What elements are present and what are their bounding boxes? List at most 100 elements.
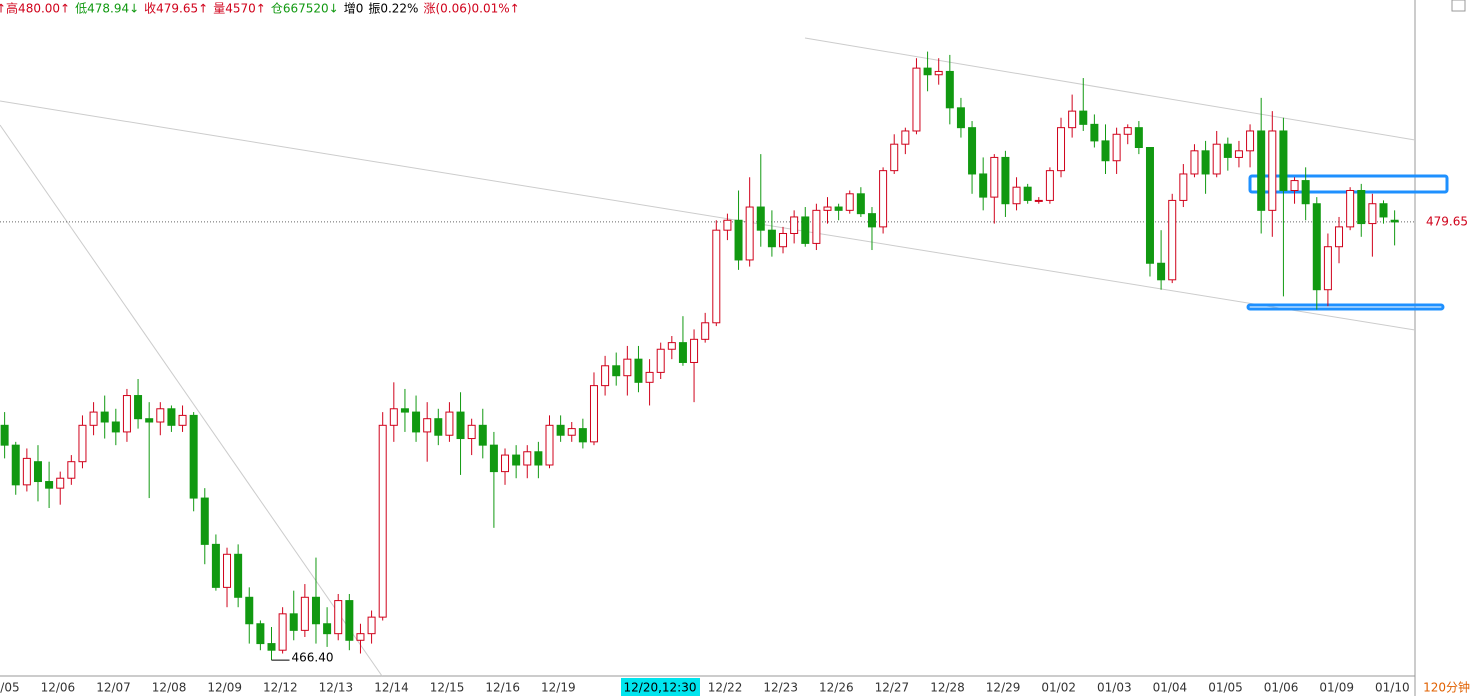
x-tick-label: 01/09 xyxy=(1319,681,1354,695)
candle-body xyxy=(467,424,476,440)
candle-body xyxy=(245,596,254,625)
candle-body xyxy=(45,481,54,489)
x-tick-label: 12/12 xyxy=(263,681,298,695)
candle-body xyxy=(0,424,9,446)
candle-body xyxy=(1134,127,1143,149)
candle-body xyxy=(111,421,120,433)
candle-body xyxy=(1034,199,1043,202)
x-tick-label: 01/05 xyxy=(1208,681,1243,695)
candle-body xyxy=(879,170,888,228)
candle-body xyxy=(545,424,554,466)
candle-body xyxy=(267,643,276,651)
candle-body xyxy=(912,67,921,132)
corner-icon[interactable] xyxy=(1451,0,1466,12)
header-item: 低478.94↓ xyxy=(75,2,139,16)
candle-body xyxy=(979,173,988,198)
candle-body xyxy=(1090,123,1099,142)
candle-body xyxy=(1368,203,1377,225)
header-item: 仓667520↓ xyxy=(271,2,339,16)
candle-body xyxy=(1179,173,1188,201)
candle-body xyxy=(712,229,721,324)
x-tick-label: 12/26 xyxy=(819,681,854,695)
trend-line xyxy=(0,124,383,677)
candle-body xyxy=(934,70,943,76)
candle-body xyxy=(223,553,232,588)
candle-body xyxy=(1112,133,1121,162)
candle-body xyxy=(1268,130,1277,211)
x-tick-label: 12/08 xyxy=(152,681,187,695)
candle-body xyxy=(67,461,76,479)
candle-body xyxy=(256,623,265,645)
x-tick-label: 01/06 xyxy=(1264,681,1299,695)
x-tick-label: 12/14 xyxy=(374,681,409,695)
candle-body xyxy=(667,342,676,350)
candle-body xyxy=(400,408,409,413)
candle-body xyxy=(478,424,487,446)
candle-body xyxy=(1045,170,1054,201)
candle-body xyxy=(1001,156,1010,205)
candle-body xyxy=(1290,180,1299,191)
x-tick-label: 12/09 xyxy=(207,681,242,695)
candle-body xyxy=(1168,199,1177,281)
last-price-label: 479.65 xyxy=(1426,214,1468,228)
x-tick-label: 01/03 xyxy=(1097,681,1132,695)
candle-body xyxy=(901,130,910,145)
header-item: ↑高480.00↑ xyxy=(0,1,70,16)
candle-body xyxy=(211,543,220,588)
candle-body xyxy=(456,411,465,440)
candle-body xyxy=(134,395,143,420)
candle-body xyxy=(790,216,799,234)
candle-body xyxy=(1123,127,1132,135)
candle-body xyxy=(1234,150,1243,158)
candle-body xyxy=(1390,219,1399,223)
candle-body xyxy=(367,616,376,635)
candle-body xyxy=(412,411,421,433)
candle-body xyxy=(845,193,854,211)
candle-body xyxy=(434,418,443,436)
candle-body xyxy=(378,424,387,618)
candle-body xyxy=(1279,130,1288,191)
candle-body xyxy=(323,623,332,635)
x-tick-label: 12/05 xyxy=(0,681,20,695)
candle-body xyxy=(11,444,20,486)
x-tick-label: 12/28 xyxy=(930,681,965,695)
x-tick-label: 12/29 xyxy=(986,681,1021,695)
candle-body xyxy=(512,454,521,466)
candle-body xyxy=(578,428,587,443)
candle-body xyxy=(167,408,176,426)
candle-body xyxy=(690,338,699,363)
candle-body xyxy=(634,358,643,383)
x-tick-label: 12/15 xyxy=(430,681,465,695)
candle-body xyxy=(1212,143,1221,175)
candle-body xyxy=(234,553,243,598)
candle-body xyxy=(1190,150,1199,175)
candle-body xyxy=(156,408,165,423)
box-highlight xyxy=(1246,303,1445,311)
cursor-label: 12/20,12:30 xyxy=(624,681,697,695)
candle-body xyxy=(1301,180,1310,205)
candle-body xyxy=(867,213,876,228)
candle-body xyxy=(1068,110,1077,129)
candle-body xyxy=(1246,130,1255,152)
candle-body xyxy=(756,206,765,231)
candle-body xyxy=(1323,246,1332,291)
candle-body xyxy=(623,358,632,377)
candle-body xyxy=(1023,186,1032,201)
candle-body xyxy=(311,596,320,625)
header-item: 涨(0.06)0.01%↑ xyxy=(423,1,519,16)
candle-body xyxy=(1335,226,1344,248)
candle-body xyxy=(1157,262,1166,281)
candle-body xyxy=(1101,140,1110,162)
candle-body xyxy=(856,193,865,215)
candle-body xyxy=(56,477,65,489)
trend-line xyxy=(0,100,1416,331)
candle-body xyxy=(1223,143,1232,158)
candle-body xyxy=(723,219,732,231)
x-tick-label: 12/19 xyxy=(541,681,576,695)
candle-body xyxy=(923,67,932,76)
candle-body xyxy=(501,454,510,473)
candle-body xyxy=(779,232,788,248)
x-tick-label: 12/06 xyxy=(41,681,76,695)
candle-body xyxy=(589,385,598,443)
